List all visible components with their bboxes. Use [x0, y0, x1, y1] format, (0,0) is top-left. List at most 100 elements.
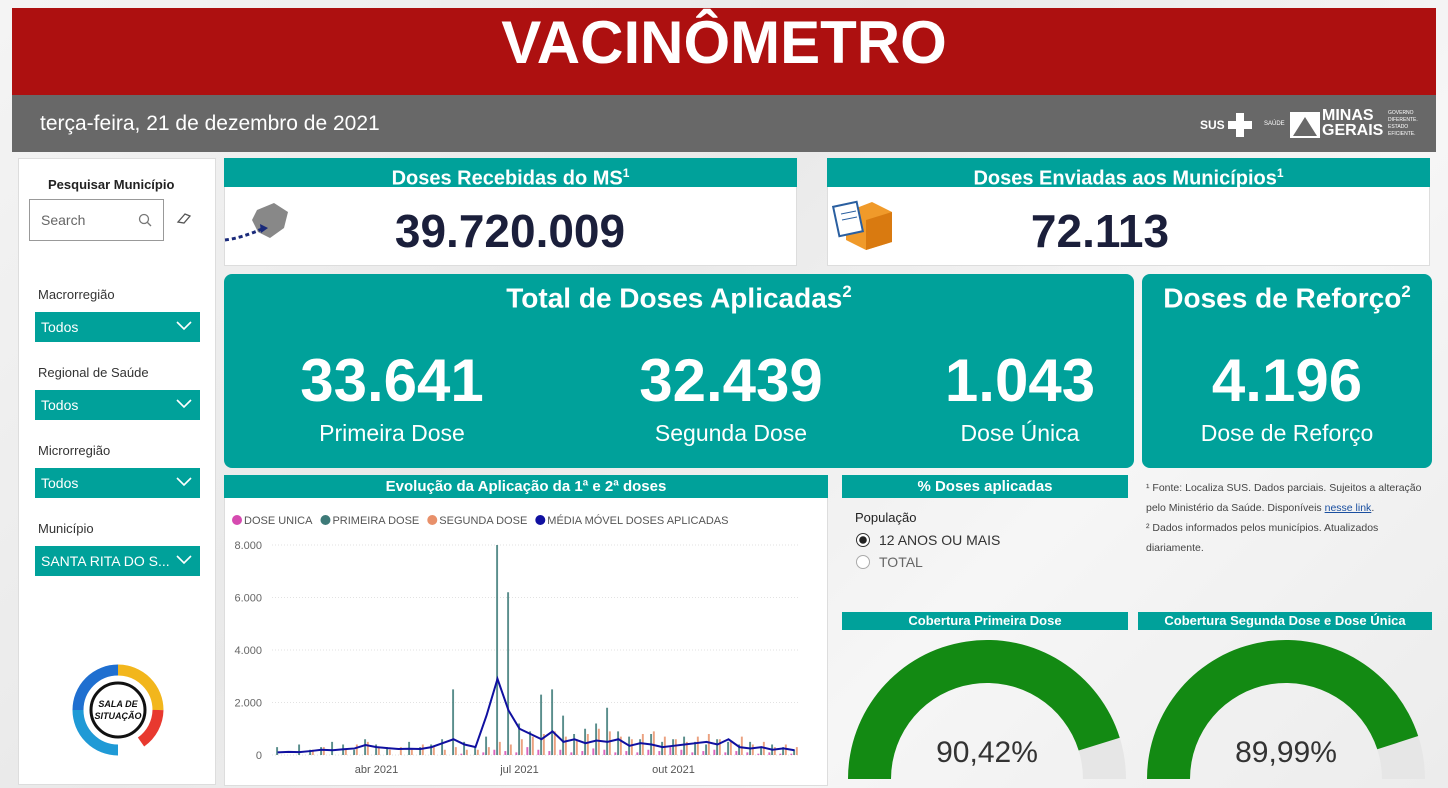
- bar: [559, 749, 562, 755]
- gerais: GERAIS: [1322, 122, 1384, 139]
- bar: [595, 723, 598, 755]
- bar: [727, 741, 730, 755]
- note-marker: 1: [622, 166, 630, 180]
- bar: [581, 751, 584, 755]
- gauge-label: 90,42%: [936, 736, 1038, 769]
- filter-label: Município: [38, 521, 94, 536]
- bar: [562, 715, 565, 755]
- bar: [685, 741, 688, 755]
- bar: [452, 689, 455, 755]
- search-box[interactable]: Search: [29, 199, 164, 241]
- bar: [683, 736, 686, 755]
- dropdown-value: SANTA RITA DO S...: [41, 553, 170, 569]
- logo-text: SALA DE: [98, 699, 138, 709]
- bar: [498, 741, 501, 755]
- eraser-icon[interactable]: [176, 211, 192, 225]
- card-title: Doses Enviadas aos Municípios1: [827, 158, 1430, 190]
- bar: [388, 749, 391, 755]
- bar: [298, 744, 301, 755]
- bar: [639, 739, 642, 755]
- bar: [735, 751, 738, 755]
- card-booster: Doses de Reforço2 4.196 Dose de Reforço: [1142, 274, 1432, 468]
- bar: [584, 728, 587, 755]
- panel-title: % Doses aplicadas: [842, 475, 1128, 498]
- chevron: [176, 477, 192, 487]
- bar: [463, 741, 466, 755]
- bar: [465, 749, 468, 755]
- radio-option[interactable]: TOTAL: [855, 553, 923, 571]
- bar: [606, 707, 609, 755]
- bar: [751, 744, 754, 755]
- legend-label: PRIMEIRA DOSE: [332, 515, 419, 527]
- bar: [619, 736, 622, 755]
- bar: [507, 592, 510, 755]
- gauge-title: Cobertura Primeira Dose: [842, 612, 1128, 630]
- gauge-title: Cobertura Segunda Dose e Dose Única: [1138, 612, 1432, 630]
- bar: [454, 747, 457, 755]
- chevron: [176, 321, 192, 331]
- legend-swatch: [232, 515, 242, 525]
- box-icon: [832, 200, 892, 250]
- dropdown[interactable]: Todos: [35, 390, 200, 420]
- bar: [661, 741, 664, 755]
- title-text: Total de Doses Aplicadas: [506, 282, 843, 314]
- bar: [542, 734, 545, 755]
- footnote-link[interactable]: nesse link: [1324, 502, 1372, 514]
- bar: [518, 723, 521, 755]
- bar: [573, 734, 576, 755]
- bar: [740, 736, 743, 755]
- note-marker: 2: [842, 282, 852, 301]
- bar: [625, 751, 628, 755]
- bar: [515, 752, 518, 755]
- title: VACINÔMETRO: [501, 9, 947, 76]
- bar: [386, 747, 389, 755]
- dropdown[interactable]: Todos: [35, 312, 200, 342]
- note-marker: 2: [1401, 282, 1411, 301]
- radio: [856, 554, 870, 569]
- bar: [432, 747, 435, 755]
- radio-option[interactable]: 12 ANOS OU MAIS: [855, 531, 1000, 549]
- bar: [647, 749, 650, 755]
- legend-swatch: [427, 515, 438, 525]
- bar: [597, 728, 600, 755]
- radio: [856, 532, 870, 547]
- bar: [793, 749, 796, 755]
- filter-label: Macrorregião: [38, 287, 115, 302]
- bar: [526, 747, 529, 755]
- applied-value: 32.439: [639, 347, 823, 414]
- legend-label: MÉDIA MÓVEL DOSES APLICADAS: [547, 514, 728, 527]
- gauge-value: [848, 640, 1120, 779]
- bar: [570, 752, 573, 755]
- applied-label: Primeira Dose: [319, 420, 465, 446]
- bar: [311, 749, 314, 755]
- slogan: GOVERNO DIFERENTE. ESTADO EFICIENTE.: [1388, 110, 1418, 137]
- legend-label: DOSE UNICA: [244, 515, 313, 527]
- x-tick-label: out 2021: [652, 764, 695, 776]
- evolution-chart: 0 2.000 4.000 6.000 8.000 abr 2021 jul 2021 out…: [232, 514, 800, 776]
- bar: [760, 747, 763, 755]
- bar: [331, 741, 334, 755]
- bar: [443, 749, 446, 755]
- bar: [702, 751, 705, 755]
- bar: [614, 752, 617, 755]
- card-applied: Total de Doses Aplicadas2 33.641 Primeira…: [224, 274, 1134, 468]
- bar: [782, 747, 785, 755]
- x-tick-label: abr 2021: [355, 764, 398, 776]
- bar: [795, 747, 798, 755]
- bar: [520, 739, 523, 755]
- dropdown[interactable]: Todos: [35, 468, 200, 498]
- dropdown[interactable]: SANTA RITA DO S...: [35, 546, 200, 576]
- gauges: 90,42% 89,99%: [848, 639, 1425, 779]
- sus-logo: SUS: [1200, 118, 1225, 132]
- logo-text: SITUAÇÃO: [95, 711, 142, 721]
- bar: [474, 747, 477, 755]
- radio-label: 12 ANOS OU MAIS: [879, 531, 1001, 548]
- filter-label: Microrregião: [38, 443, 111, 458]
- bar: [729, 741, 732, 755]
- bar: [680, 749, 683, 755]
- card-title: Doses Recebidas do MS1: [224, 158, 797, 190]
- bar: [674, 739, 677, 755]
- note-marker: 1: [1276, 166, 1284, 180]
- bar: [540, 694, 543, 755]
- title-text: Doses Recebidas do MS: [391, 167, 623, 190]
